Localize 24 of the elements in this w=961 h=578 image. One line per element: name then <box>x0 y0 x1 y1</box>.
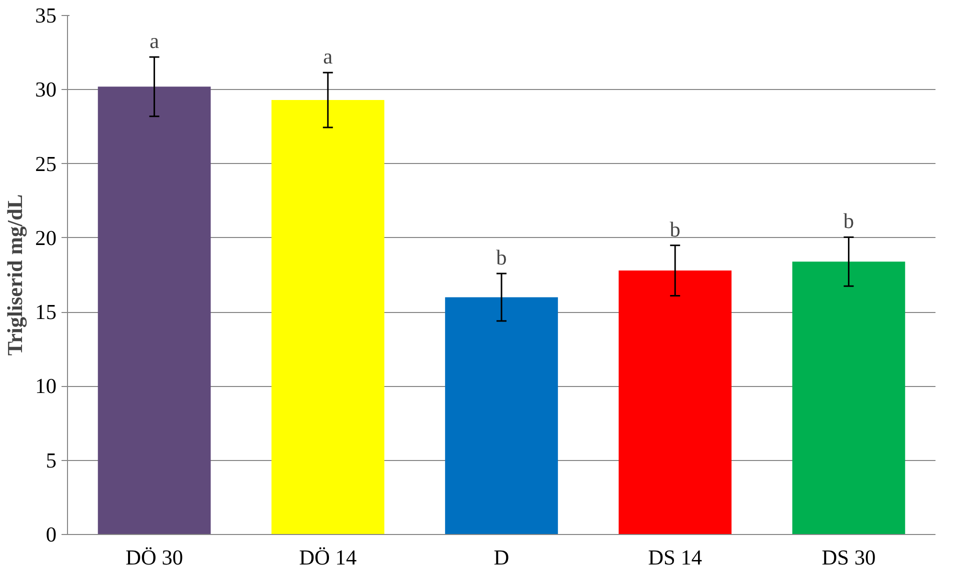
x-tick-label: DÖ 14 <box>299 546 357 570</box>
bar <box>271 100 384 534</box>
x-tick-label: D <box>494 546 510 570</box>
annotation: b <box>843 209 854 234</box>
y-tick-label: 5 <box>46 448 57 472</box>
x-tick-label: DÖ 30 <box>126 546 184 570</box>
x-tick-label: DS 30 <box>822 546 876 570</box>
bar <box>98 86 211 534</box>
x-tick-label: DS 14 <box>648 546 702 570</box>
y-tick-label: 0 <box>46 522 57 546</box>
y-tick-label: 10 <box>35 374 56 398</box>
y-tick-label: 20 <box>35 226 56 250</box>
y-tick-label: 15 <box>35 300 56 324</box>
y-tick-label: 30 <box>35 78 56 102</box>
annotation: b <box>496 246 507 270</box>
y-axis-title: Trigliserid mg/dL <box>3 194 28 356</box>
y-tick-label: 35 <box>35 4 56 28</box>
y-tick-label: 25 <box>35 152 56 176</box>
bar <box>792 262 906 534</box>
annotation: a <box>323 44 334 69</box>
annotation: b <box>670 217 680 242</box>
bar <box>618 270 732 534</box>
annotation: a <box>150 29 160 54</box>
bar <box>445 297 558 534</box>
